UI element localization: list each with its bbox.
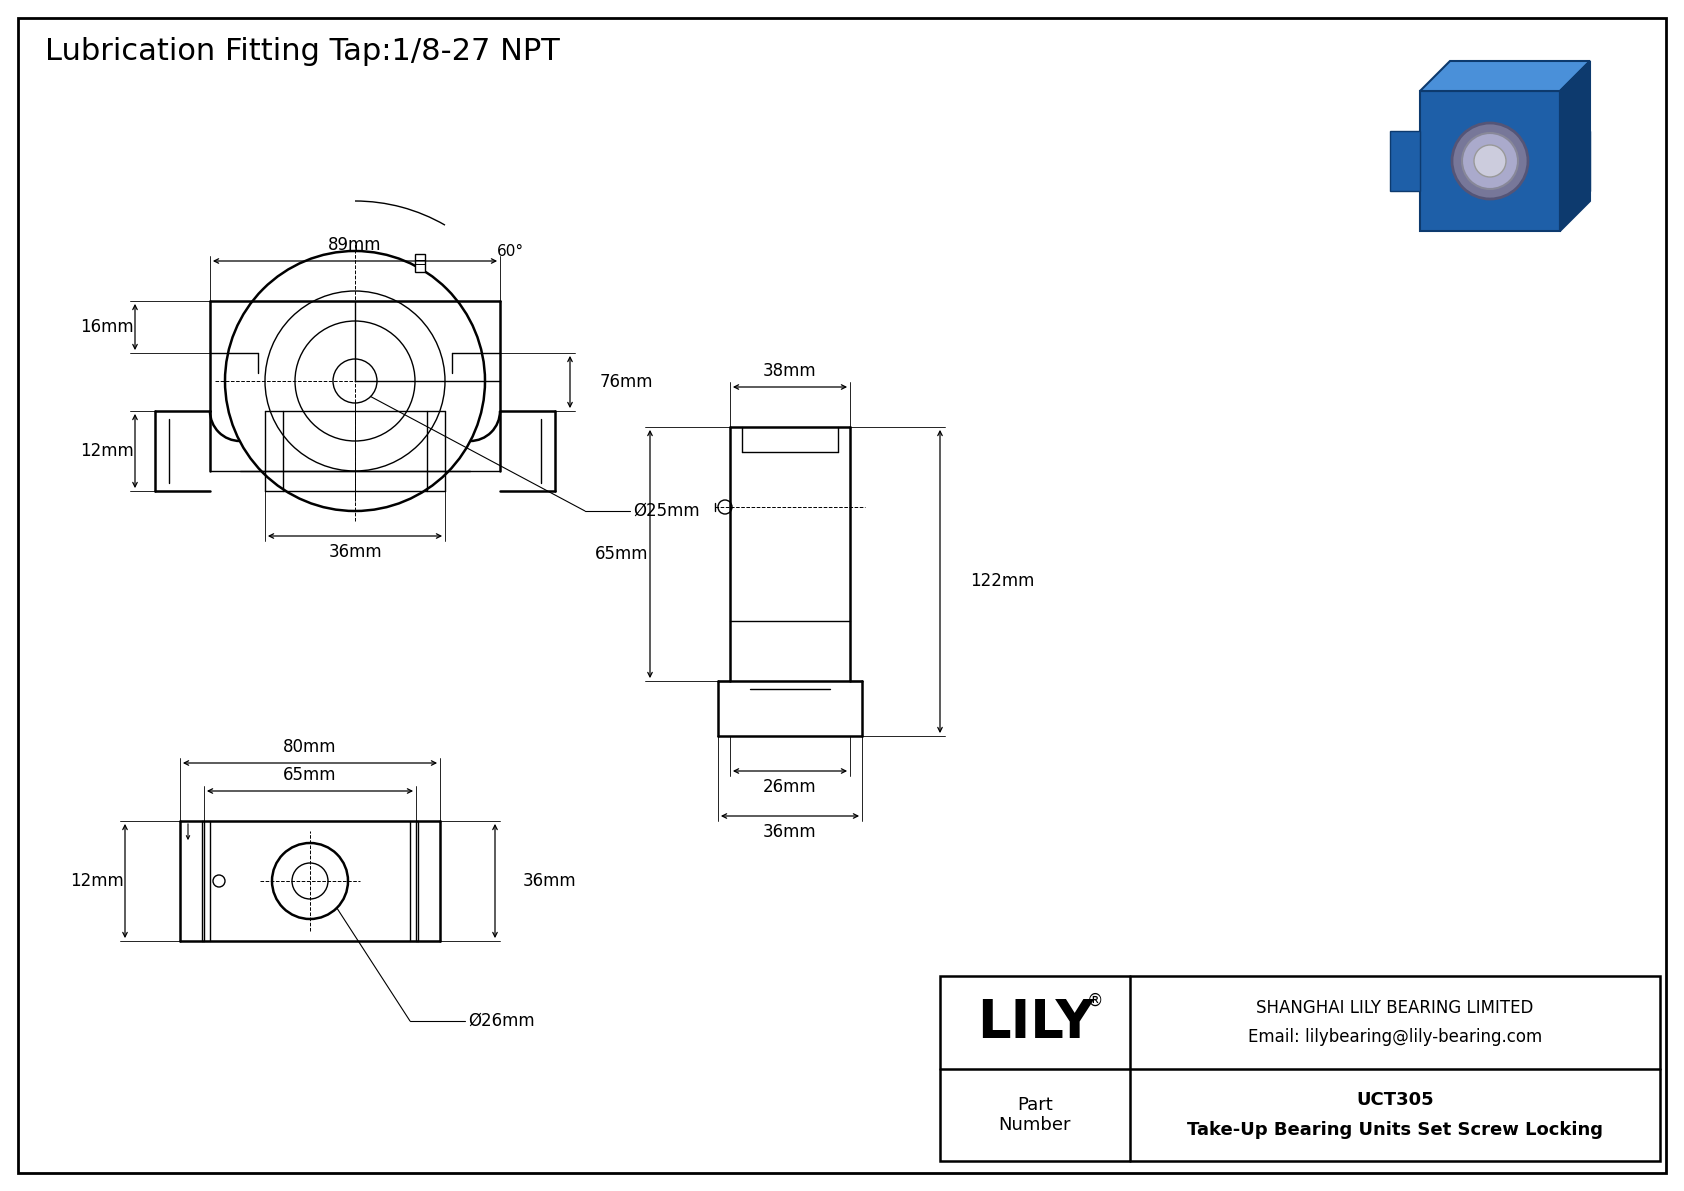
Polygon shape (1420, 61, 1590, 91)
Text: 36mm: 36mm (524, 872, 576, 890)
Polygon shape (1420, 91, 1559, 231)
Text: 26mm: 26mm (763, 778, 817, 796)
Polygon shape (1559, 61, 1590, 231)
Text: Part
Number: Part Number (999, 1096, 1071, 1134)
Text: 80mm: 80mm (283, 738, 337, 756)
Text: SHANGHAI LILY BEARING LIMITED
Email: lilybearing@lily-bearing.com: SHANGHAI LILY BEARING LIMITED Email: lil… (1248, 999, 1543, 1046)
Circle shape (1462, 133, 1517, 189)
Text: 12mm: 12mm (71, 872, 125, 890)
Text: 76mm: 76mm (600, 373, 653, 391)
Text: 65mm: 65mm (594, 545, 648, 563)
Text: 122mm: 122mm (970, 573, 1034, 591)
Polygon shape (1389, 131, 1420, 191)
Text: 36mm: 36mm (763, 823, 817, 841)
Text: 38mm: 38mm (763, 362, 817, 380)
Text: 16mm: 16mm (81, 318, 133, 336)
Circle shape (1474, 145, 1505, 177)
Bar (414, 254, 424, 272)
Text: Lubrication Fitting Tap:1/8-27 NPT: Lubrication Fitting Tap:1/8-27 NPT (45, 37, 559, 66)
Text: Ø25mm: Ø25mm (633, 501, 699, 520)
Text: 36mm: 36mm (328, 543, 382, 561)
Polygon shape (1559, 131, 1590, 191)
Text: UCT305
Take-Up Bearing Units Set Screw Locking: UCT305 Take-Up Bearing Units Set Screw L… (1187, 1091, 1603, 1140)
Bar (940, 975, 1660, 1161)
Circle shape (1452, 123, 1527, 199)
Text: 65mm: 65mm (283, 766, 337, 784)
Text: LILY: LILY (977, 997, 1093, 1048)
Text: 12mm: 12mm (81, 442, 133, 460)
Text: 89mm: 89mm (328, 236, 382, 254)
Text: ®: ® (1086, 991, 1103, 1010)
Text: 60°: 60° (497, 243, 524, 258)
Text: Ø26mm: Ø26mm (468, 1012, 534, 1030)
